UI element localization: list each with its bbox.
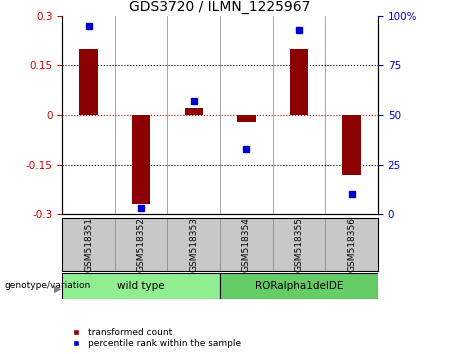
Bar <box>220 273 378 299</box>
Text: ▶: ▶ <box>54 283 62 293</box>
Bar <box>184 108 203 115</box>
Text: GSM518354: GSM518354 <box>242 217 251 272</box>
Bar <box>237 115 256 122</box>
Text: wild type: wild type <box>118 281 165 291</box>
Text: genotype/variation: genotype/variation <box>5 281 91 290</box>
Bar <box>343 115 361 175</box>
Text: GSM518355: GSM518355 <box>295 217 304 272</box>
Text: GSM518353: GSM518353 <box>189 217 198 272</box>
Title: GDS3720 / ILMN_1225967: GDS3720 / ILMN_1225967 <box>130 0 311 13</box>
Text: RORalpha1delDE: RORalpha1delDE <box>255 281 343 291</box>
Bar <box>132 115 150 204</box>
Legend: transformed count, percentile rank within the sample: transformed count, percentile rank withi… <box>67 328 241 348</box>
Bar <box>290 49 308 115</box>
Text: GSM518351: GSM518351 <box>84 217 93 272</box>
Text: GSM518356: GSM518356 <box>347 217 356 272</box>
Text: GSM518352: GSM518352 <box>136 217 146 272</box>
Bar <box>62 273 220 299</box>
Bar <box>79 49 98 115</box>
